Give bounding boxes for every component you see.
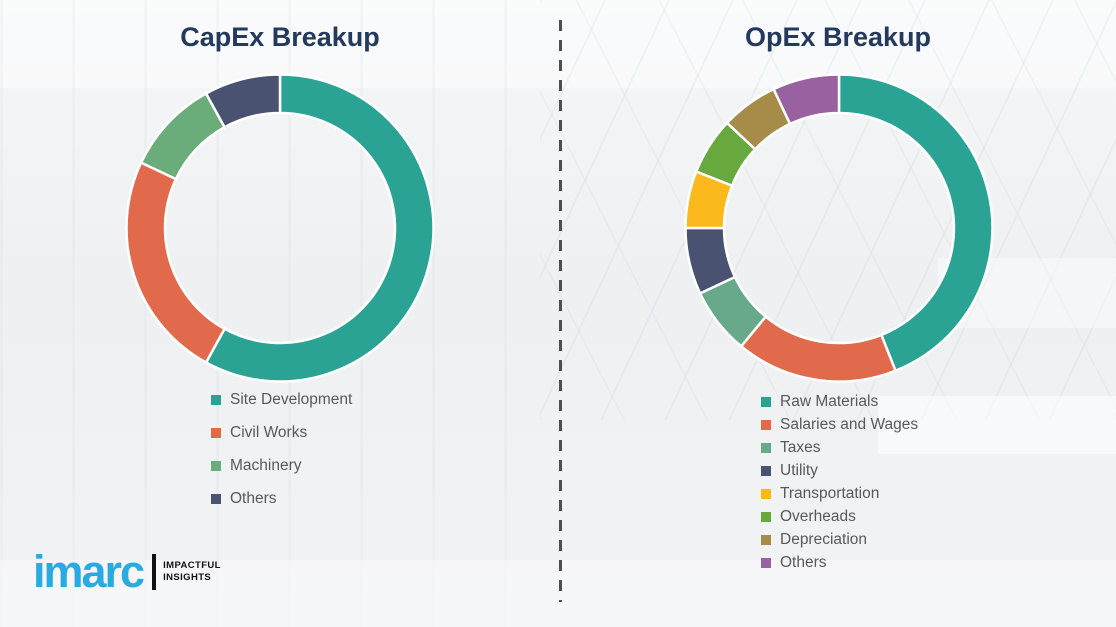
capex-chart-title: CapEx Breakup — [180, 22, 380, 52]
legend-item-machinery: Machinery — [211, 456, 352, 475]
imarc-logo-tagline: IMPACTFUL INSIGHTS — [163, 560, 221, 585]
legend-label: Utility — [780, 462, 818, 479]
legend-swatch — [761, 511, 771, 522]
legend-swatch — [211, 394, 221, 405]
imarc-logo-text: imarc — [33, 546, 145, 597]
legend-label: Raw Materials — [780, 393, 879, 410]
legend-label: Civil Works — [230, 424, 308, 441]
dashed-divider-line — [559, 20, 562, 602]
capex-donut-chart — [125, 73, 435, 383]
legend-item-utility: Utility — [761, 461, 918, 480]
donut-segment-site-development — [204, 73, 435, 383]
legend-item-civil-works: Civil Works — [211, 423, 352, 442]
imarc-tagline-line1: IMPACTFUL — [163, 559, 221, 571]
legend-swatch — [211, 493, 221, 504]
legend-item-transportation: Transportation — [761, 484, 918, 503]
legend-swatch — [761, 557, 771, 568]
legend-label: Site Development — [230, 391, 353, 408]
legend-swatch — [761, 396, 771, 407]
legend-swatch — [761, 534, 771, 545]
donut-segment-civil-works — [125, 160, 227, 365]
legend-item-overheads: Overheads — [761, 507, 918, 526]
legend-label: Salaries and Wages — [780, 416, 919, 433]
capex-legend: Site Development Civil Works Machinery Othe… — [211, 390, 352, 522]
legend-label: Depreciation — [780, 531, 868, 548]
legend-item-raw-materials: Raw Materials — [761, 392, 918, 411]
opex-legend: Raw Materials Salaries and Wages Taxes Util… — [761, 392, 918, 576]
legend-swatch — [211, 460, 221, 471]
legend-item-others: Others — [211, 489, 352, 508]
legend-label: Others — [230, 490, 277, 507]
opex-chart-title: OpEx Breakup — [744, 22, 932, 52]
legend-item-salaries-and-wages: Salaries and Wages — [761, 415, 918, 434]
donut-svg — [125, 73, 435, 383]
opex-donut-chart — [684, 73, 994, 383]
legend-item-depreciation: Depreciation — [761, 530, 918, 549]
donut-segment-raw-materials — [837, 73, 994, 373]
imarc-logo: imarc IMPACTFUL INSIGHTS — [33, 546, 221, 597]
donut-segment-salaries-and-wages — [739, 314, 898, 383]
imarc-tagline-line2: INSIGHTS — [163, 572, 212, 584]
legend-swatch — [761, 465, 771, 476]
legend-label: Machinery — [230, 457, 302, 474]
legend-label: Others — [780, 554, 827, 571]
legend-label: Transportation — [780, 485, 880, 502]
donut-segment-others — [204, 73, 282, 129]
donut-segment-others — [771, 73, 841, 126]
legend-swatch — [761, 488, 771, 499]
imarc-logo-divider-bar — [152, 554, 157, 591]
legend-label: Taxes — [780, 439, 821, 456]
legend-swatch — [761, 419, 771, 430]
legend-item-others: Others — [761, 553, 918, 572]
legend-item-site-development: Site Development — [211, 390, 352, 409]
legend-swatch — [761, 442, 771, 453]
donut-svg — [684, 73, 994, 383]
legend-swatch — [211, 427, 221, 438]
legend-item-taxes: Taxes — [761, 438, 918, 457]
legend-label: Overheads — [780, 508, 856, 525]
